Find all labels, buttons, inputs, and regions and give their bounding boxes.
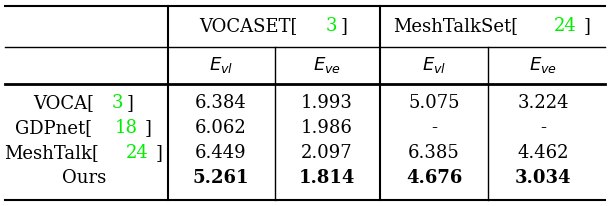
Text: 5.261: 5.261 (193, 169, 249, 187)
Text: 6.449: 6.449 (195, 144, 247, 162)
Text: ]: ] (156, 144, 162, 162)
Text: 4.462: 4.462 (517, 144, 569, 162)
Text: 6.384: 6.384 (195, 94, 247, 112)
Text: ]: ] (584, 17, 590, 35)
Text: VOCA[: VOCA[ (33, 94, 94, 112)
Text: ]: ] (144, 119, 151, 137)
Text: -: - (540, 119, 546, 137)
Text: 24: 24 (126, 144, 149, 162)
Text: 3: 3 (112, 94, 123, 112)
Text: ]: ] (126, 94, 133, 112)
Text: 6.385: 6.385 (408, 144, 460, 162)
Text: VOCASET[: VOCASET[ (199, 17, 297, 35)
Text: 1.986: 1.986 (301, 119, 353, 137)
Text: MeshTalk[: MeshTalk[ (4, 144, 99, 162)
Text: ]: ] (340, 17, 347, 35)
Text: 3.034: 3.034 (515, 169, 571, 187)
Text: Ours: Ours (62, 169, 106, 187)
Text: -: - (431, 119, 437, 137)
Text: 1.993: 1.993 (301, 94, 353, 112)
Text: 4.676: 4.676 (406, 169, 462, 187)
Text: 2.097: 2.097 (301, 144, 353, 162)
Text: 18: 18 (115, 119, 137, 137)
Text: 6.062: 6.062 (195, 119, 247, 137)
Text: MeshTalkSet[: MeshTalkSet[ (393, 17, 518, 35)
Text: 3.224: 3.224 (517, 94, 569, 112)
Text: 3: 3 (326, 17, 337, 35)
Text: $E_{ve}$: $E_{ve}$ (529, 55, 557, 75)
Text: 24: 24 (554, 17, 577, 35)
Text: $E_{vl}$: $E_{vl}$ (209, 55, 233, 75)
Text: $E_{vl}$: $E_{vl}$ (422, 55, 446, 75)
Text: 1.814: 1.814 (299, 169, 355, 187)
Text: 5.075: 5.075 (408, 94, 460, 112)
Text: GDPnet[: GDPnet[ (15, 119, 92, 137)
Text: $E_{ve}$: $E_{ve}$ (313, 55, 341, 75)
